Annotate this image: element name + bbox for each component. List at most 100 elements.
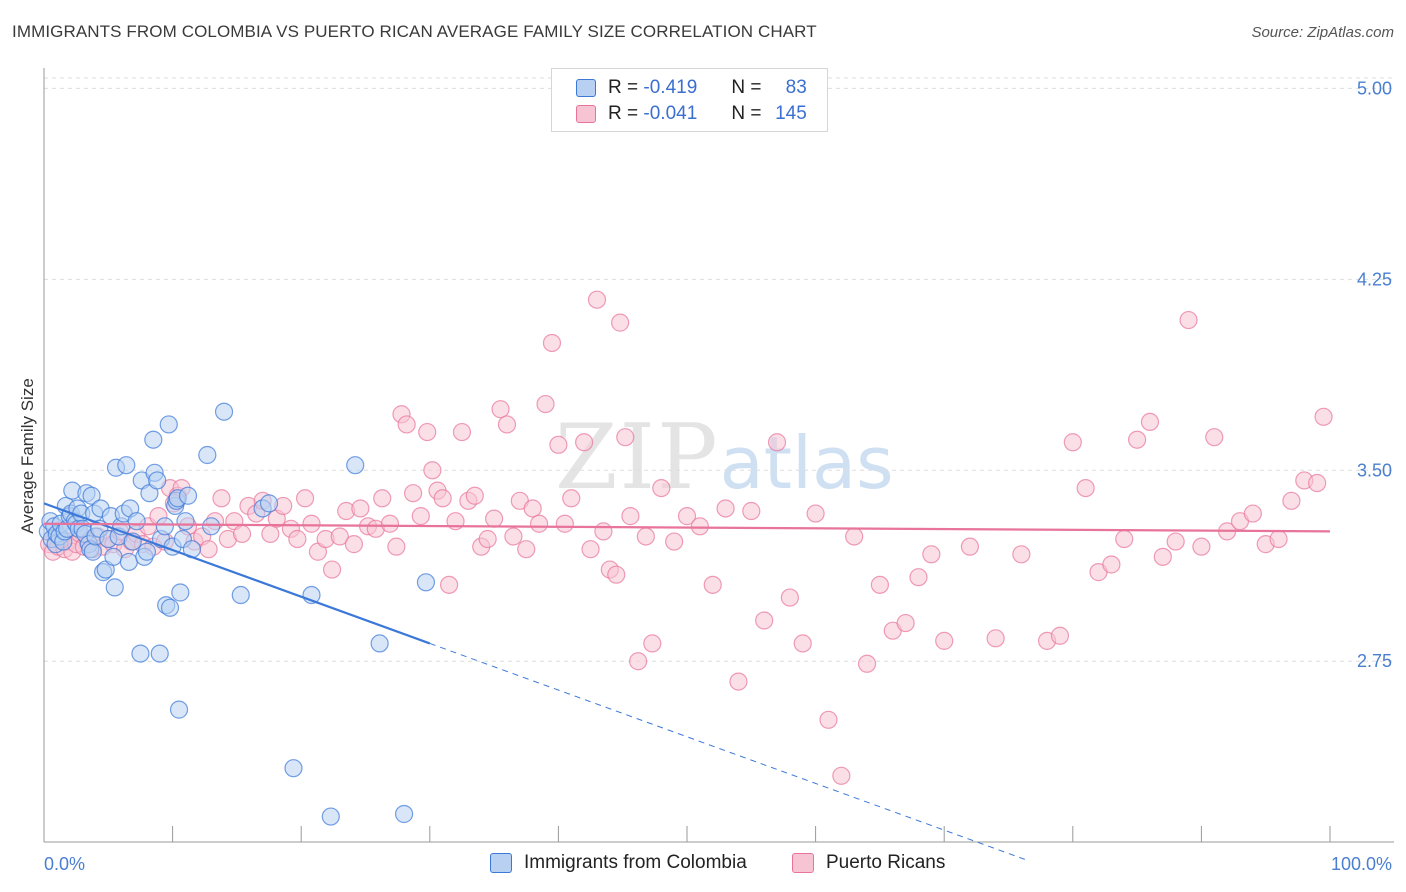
point-puerto-rican (1153, 547, 1172, 566)
series-swatch-colombia (490, 853, 512, 873)
point-colombia (155, 517, 174, 536)
point-puerto-rican (575, 433, 594, 452)
point-puerto-rican (665, 532, 684, 551)
point-puerto-rican (845, 527, 864, 546)
point-puerto-rican (806, 504, 825, 523)
point-puerto-rican (652, 478, 671, 498)
legend-swatch-blue (576, 79, 596, 97)
point-puerto-rican (380, 514, 400, 533)
point-puerto-rican (870, 575, 890, 594)
point-puerto-rican (478, 529, 497, 549)
point-puerto-rican (703, 575, 722, 594)
x-tick-label: 100.0% (1331, 854, 1392, 874)
point-puerto-rican (504, 527, 523, 546)
point-puerto-rican (607, 565, 626, 584)
point-colombia (202, 517, 221, 536)
y-tick-label: 3.50 (1357, 460, 1392, 480)
series-name-puerto-rican: Puerto Ricans (826, 852, 946, 873)
y-tick-label: 4.25 (1357, 269, 1392, 289)
point-colombia (104, 547, 123, 566)
point-puerto-rican (403, 484, 423, 503)
point-colombia (150, 644, 169, 663)
point-colombia (144, 430, 163, 449)
point-puerto-rican (497, 415, 517, 434)
point-puerto-rican (1282, 491, 1301, 510)
point-puerto-rican (536, 394, 555, 414)
point-puerto-rican (690, 517, 709, 536)
point-colombia (148, 471, 167, 490)
point-colombia (346, 456, 365, 475)
point-puerto-rican (621, 507, 640, 526)
point-puerto-rican (716, 499, 735, 518)
point-puerto-rican (373, 489, 392, 508)
trendline-puerto-rican (43, 522, 1331, 533)
point-colombia (176, 512, 195, 531)
point-puerto-rican (581, 540, 600, 559)
point-colombia (83, 542, 102, 561)
point-puerto-rican (611, 313, 630, 332)
source-label: Source: ZipAtlas.com (1251, 24, 1394, 41)
series-name-colombia: Immigrants from Colombia (524, 852, 747, 873)
point-colombia (137, 542, 156, 561)
point-puerto-rican (411, 507, 430, 526)
point-puerto-rican (322, 560, 342, 579)
point-puerto-rican (896, 613, 915, 633)
point-puerto-rican (780, 588, 799, 607)
point-puerto-rican (1140, 412, 1160, 432)
x-tick-label: 0.0% (44, 854, 85, 874)
point-puerto-rican (909, 568, 928, 587)
point-colombia (105, 578, 124, 597)
point-puerto-rican (1179, 310, 1198, 330)
point-colombia (284, 759, 303, 778)
point-puerto-rican (485, 509, 504, 528)
point-puerto-rican (1205, 428, 1224, 447)
point-puerto-rican (523, 499, 542, 518)
point-puerto-rican (433, 489, 452, 508)
legend-n-label: N = (731, 103, 762, 124)
point-puerto-rican (677, 507, 697, 526)
point-puerto-rican (261, 524, 280, 544)
point-puerto-rican (1192, 537, 1211, 556)
trendline-colombia-extrapolated (429, 642, 1030, 862)
point-puerto-rican (387, 537, 406, 556)
point-puerto-rican (351, 499, 370, 518)
point-puerto-rican (549, 435, 568, 454)
legend-row-blue: R = -0.419 N = 83 (576, 77, 807, 99)
point-puerto-rican (542, 333, 562, 353)
series-legend-item-puerto-rican: Puerto Ricans (792, 852, 945, 874)
point-puerto-rican (1308, 473, 1327, 493)
point-puerto-rican (742, 501, 761, 521)
point-colombia (171, 583, 190, 602)
point-puerto-rican (643, 634, 662, 653)
point-puerto-rican (1269, 529, 1288, 549)
point-puerto-rican (935, 631, 954, 650)
point-puerto-rican (819, 710, 838, 729)
point-puerto-rican (1243, 504, 1262, 523)
point-colombia (131, 644, 150, 663)
point-colombia (231, 585, 250, 605)
point-puerto-rican (295, 489, 315, 508)
point-colombia (119, 552, 138, 572)
series-swatch-puerto-rican (792, 853, 814, 873)
point-puerto-rican (587, 290, 607, 309)
correlation-legend: R = -0.419 N = 83 R = -0.041 N = 145 (551, 68, 828, 132)
series-legend-item-colombia: Immigrants from Colombia (490, 852, 747, 874)
point-puerto-rican (344, 535, 364, 554)
point-puerto-rican (562, 489, 581, 508)
y-tick-label: 5.00 (1357, 78, 1392, 98)
point-puerto-rican (199, 540, 218, 559)
point-puerto-rican (832, 766, 851, 785)
legend-r-label: R = (608, 77, 639, 98)
point-puerto-rican (232, 524, 252, 544)
legend-r-pink: -0.041 (643, 103, 698, 124)
point-puerto-rican (1050, 626, 1070, 645)
point-colombia (117, 456, 136, 475)
y-tick-label: 2.75 (1357, 651, 1392, 671)
point-colombia (178, 486, 198, 505)
watermark-zip: ZIP (555, 405, 720, 510)
point-puerto-rican (1115, 529, 1134, 549)
point-colombia (82, 486, 101, 505)
point-puerto-rican (594, 522, 613, 541)
series-legend: Immigrants from Colombia Puerto Ricans (0, 852, 1406, 878)
